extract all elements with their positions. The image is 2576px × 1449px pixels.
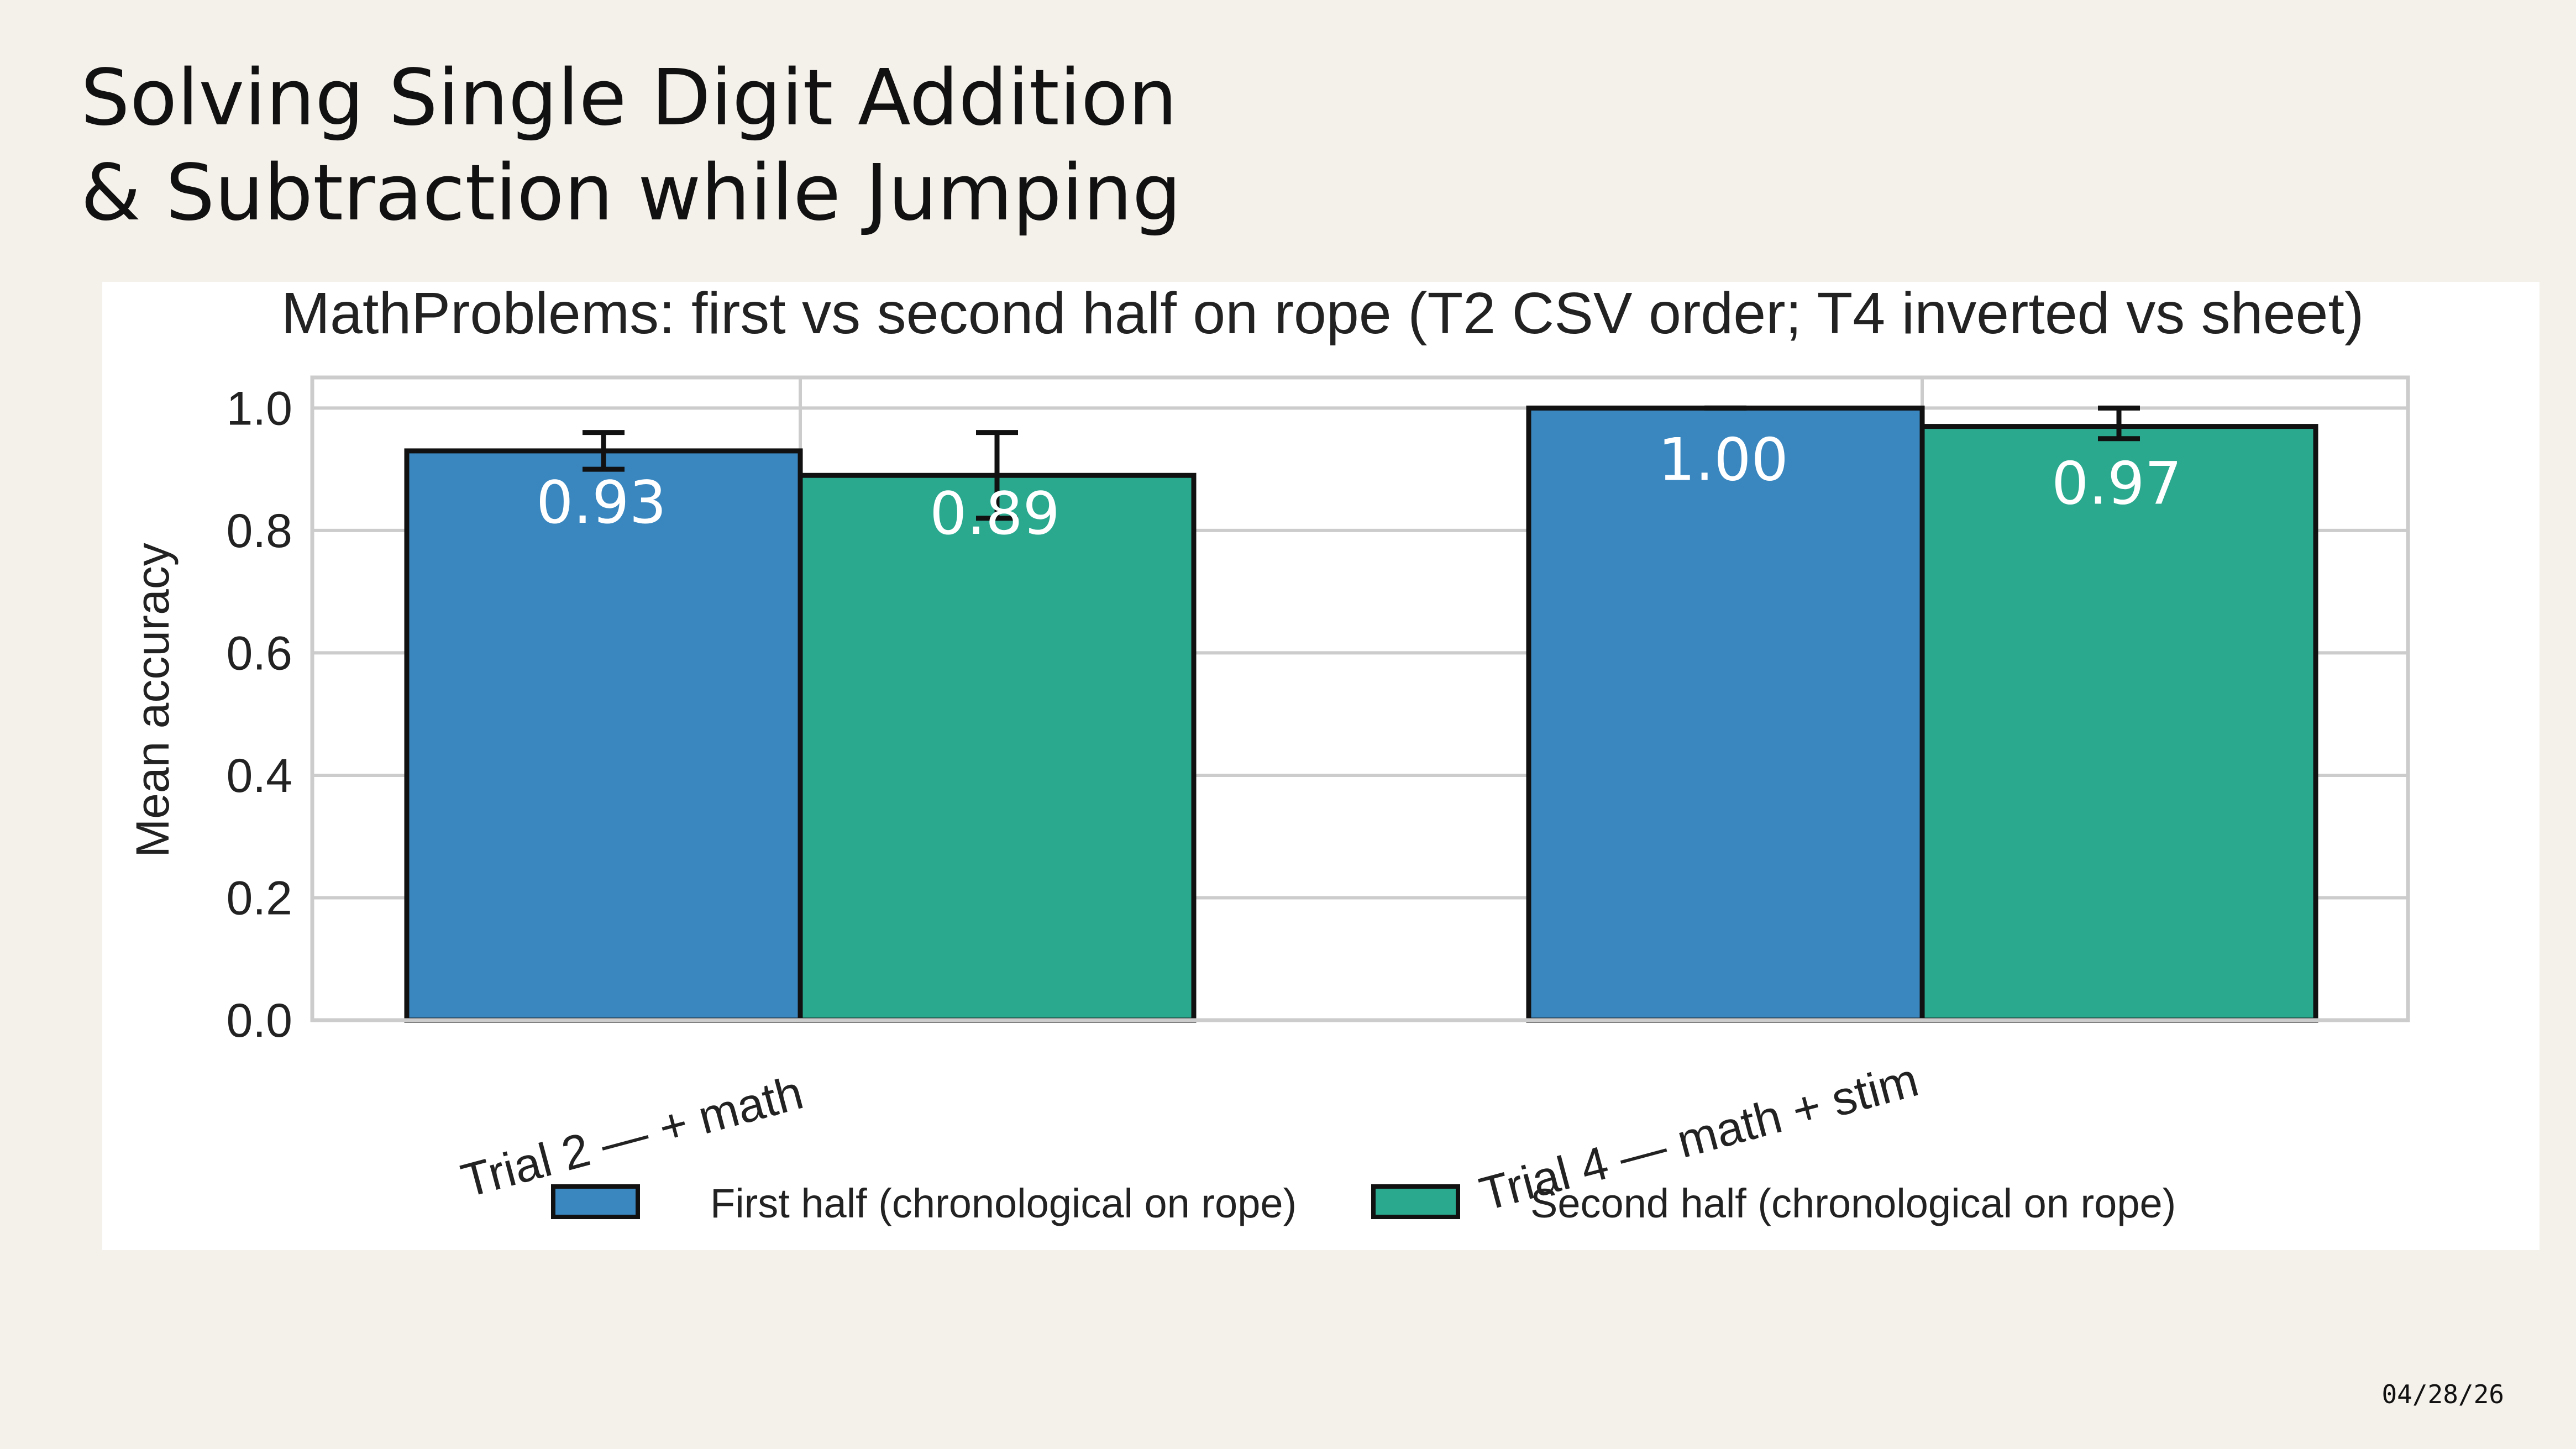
y-tick-label: 1.0	[226, 382, 292, 435]
legend-label: First half (chronological on rope)	[710, 1180, 1297, 1226]
bar	[1919, 424, 2318, 1023]
y-tick-label: 0.6	[226, 627, 292, 680]
y-tick-labels: 0.0 0.2 0.4 0.6 0.8 1.0	[226, 382, 292, 1047]
bar	[1526, 405, 1925, 1023]
y-axis-label: Mean accuracy	[127, 543, 179, 858]
chart-title: MathProblems: first vs second half on ro…	[281, 282, 2364, 346]
plot-frame	[310, 375, 2410, 1022]
value-label: 0.89	[930, 480, 1060, 548]
legend-label: Second half (chronological on rope)	[1530, 1180, 2176, 1226]
bars	[404, 405, 2318, 1023]
legend-swatch	[551, 1184, 640, 1219]
y-tick-label: 0.8	[226, 505, 292, 558]
value-label: 0.93	[536, 469, 667, 537]
legend-swatch	[1371, 1184, 1460, 1219]
y-tick-label: 0.4	[226, 749, 292, 802]
y-tick-label: 0.0	[226, 994, 292, 1047]
value-label: 1.00	[1658, 426, 1788, 494]
y-tick-label: 0.2	[226, 872, 292, 925]
slide-title-line-2: & Subtraction while Jumping	[81, 148, 1182, 238]
legend: First half (chronological on rope) Second…	[551, 1180, 2176, 1226]
bar-chart: MathProblems: first vs second half on ro…	[127, 282, 2410, 1226]
slide-title-line-1: Solving Single Digit Addition	[81, 53, 1178, 143]
slide-title: Solving Single Digit Addition & Subtract…	[81, 51, 1181, 241]
chart-panel: MathProblems: first vs second half on ro…	[102, 282, 2540, 1250]
value-labels: 0.93 1.00 0.89 0.97	[536, 426, 2182, 548]
value-label: 0.97	[2052, 450, 2182, 518]
error-bars	[583, 405, 2140, 521]
slide-date: 04/28/26	[2381, 1379, 2504, 1409]
bar	[798, 473, 1197, 1023]
bar	[404, 448, 803, 1023]
